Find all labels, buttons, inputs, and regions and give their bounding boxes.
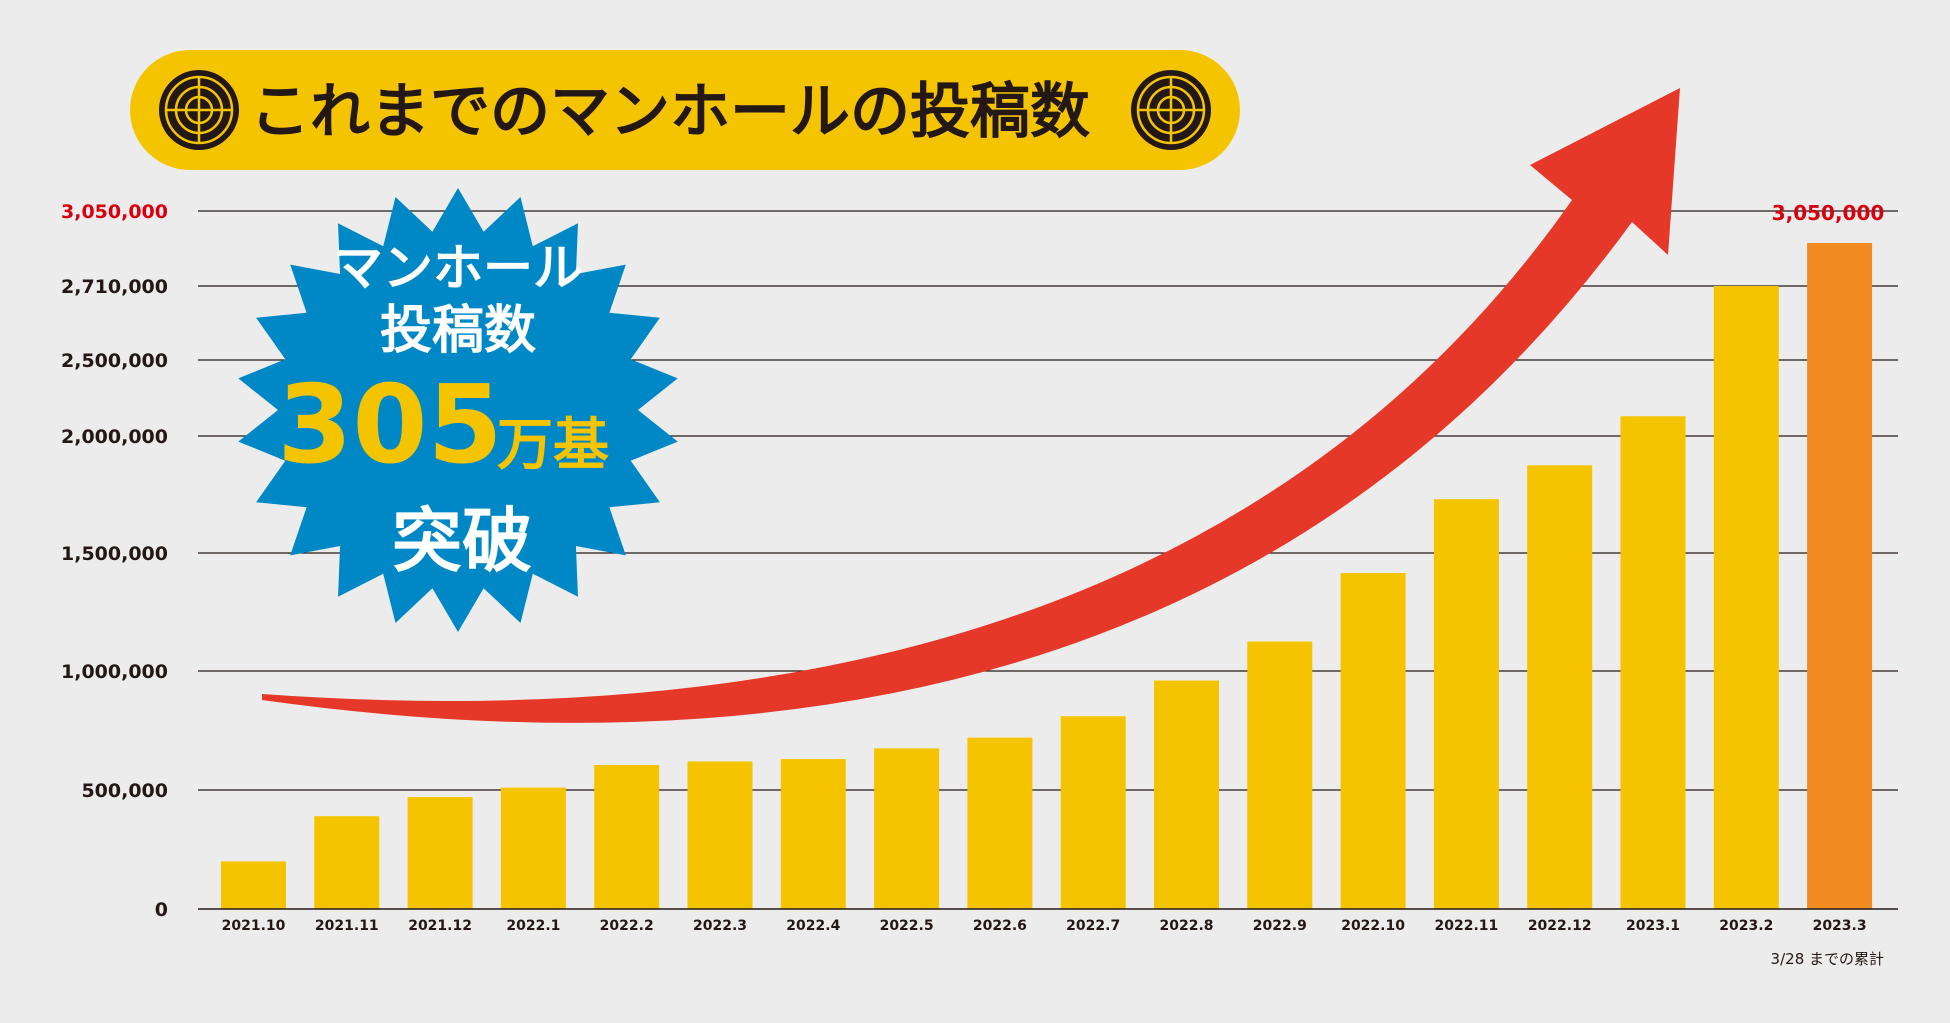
x-tick-label: 2021.12 (408, 918, 472, 934)
x-axis-labels: 2021.10 2021.11 2021.12 2022.1 2022.2 2022.3 2… (222, 918, 1867, 934)
bars (221, 242, 1873, 909)
bar (314, 816, 380, 909)
starburst-number: 305 (277, 363, 502, 488)
bar (1527, 465, 1593, 909)
y-tick-label: 2,000,000 (61, 426, 168, 448)
x-tick-label: 2023.2 (1719, 918, 1773, 934)
bar (1807, 242, 1873, 909)
y-tick-label: 1,000,000 (61, 661, 168, 683)
y-tick-label: 0 (155, 899, 168, 921)
bar (500, 787, 566, 909)
growth-arrow (262, 88, 1680, 723)
manhole-cover-icon-right (1131, 70, 1211, 150)
y-tick-label: 3,050,000 (61, 201, 168, 223)
y-axis-labels: 0 500,000 1,000,000 1,500,000 2,000,000 2,500… (61, 201, 168, 921)
bar (221, 861, 286, 909)
bar (1340, 573, 1406, 909)
x-tick-label: 2022.7 (1066, 918, 1120, 934)
starburst-unit: 万基 (497, 413, 609, 478)
bar (407, 797, 473, 909)
bar (874, 748, 940, 909)
page-title: これまでのマンホールの投稿数 (250, 77, 1090, 147)
y-tick-label: 2,710,000 (61, 276, 168, 298)
title-badge: これまでのマンホールの投稿数 (130, 50, 1240, 170)
bar (1433, 499, 1499, 909)
x-tick-label: 2021.10 (222, 918, 286, 934)
bar (1060, 716, 1126, 909)
x-tick-label: 2023.3 (1813, 918, 1867, 934)
x-tick-label: 2022.5 (880, 918, 934, 934)
bar (594, 765, 660, 909)
highlight-bar-value-label: 3,050,000 (1772, 201, 1885, 225)
x-tick-label: 2022.6 (973, 918, 1027, 934)
x-tick-label: 2022.3 (693, 918, 747, 934)
x-tick-label: 2022.2 (600, 918, 654, 934)
x-tick-label: 2021.11 (315, 918, 379, 934)
y-tick-label: 1,500,000 (61, 543, 168, 565)
bar (1247, 641, 1313, 909)
x-tick-label: 2023.1 (1626, 918, 1680, 934)
starburst-badge: マンホール 投稿数 305 万基 突破 (238, 188, 678, 632)
bar (1713, 286, 1779, 909)
starburst-shape (238, 188, 678, 632)
x-tick-label: 2022.8 (1159, 918, 1213, 934)
x-tick-label: 2022.11 (1435, 918, 1499, 934)
x-tick-label: 2022.9 (1253, 918, 1307, 934)
cumulative-note: 3/28 までの累計 (1771, 950, 1884, 968)
x-tick-label: 2022.12 (1528, 918, 1592, 934)
y-tick-label: 500,000 (81, 780, 168, 802)
y-tick-label: 2,500,000 (61, 350, 168, 372)
bar (1154, 680, 1219, 909)
bar (1620, 416, 1686, 909)
starburst-line4: 突破 (392, 500, 532, 582)
manhole-cover-icon-left (159, 70, 239, 150)
bar (687, 761, 753, 909)
x-tick-label: 2022.1 (506, 918, 560, 934)
x-tick-label: 2022.10 (1341, 918, 1405, 934)
starburst-line1: マンホール (333, 239, 583, 297)
bar (967, 737, 1033, 909)
bar (780, 759, 846, 909)
x-tick-label: 2022.4 (786, 918, 840, 934)
starburst-line2: 投稿数 (380, 301, 536, 361)
